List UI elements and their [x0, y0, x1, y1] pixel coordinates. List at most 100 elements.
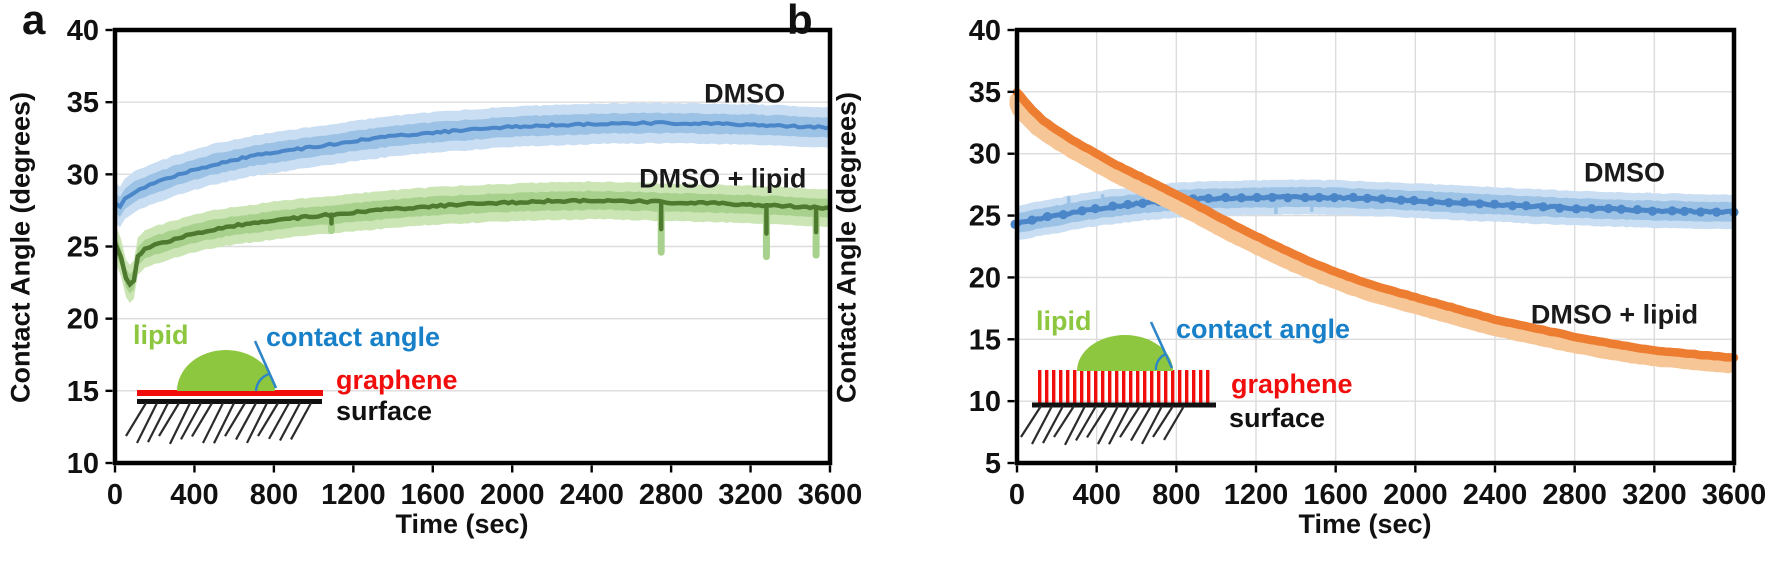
x-tick-label: 400 [1072, 479, 1120, 511]
graphene-pillar [1115, 370, 1119, 403]
series-marker [1314, 192, 1324, 203]
graphene-pillar [1150, 370, 1154, 403]
x-tick-label: 3600 [1702, 479, 1767, 511]
panel-a-letter: a [22, 0, 46, 43]
series-marker [1077, 206, 1087, 216]
graphene-pillar [1052, 370, 1056, 403]
contact-angle-arc [1154, 352, 1167, 371]
panel-b-letter: b [787, 0, 813, 43]
y-tick-label: 40 [67, 15, 99, 47]
series-marker [1538, 202, 1548, 212]
y-tick-label: 35 [969, 77, 1001, 109]
x-tick-label: 2800 [1542, 479, 1607, 511]
series-line-DMSO [1014, 193, 1737, 227]
graphene-pillar [1136, 370, 1140, 403]
hatch-line [169, 402, 191, 445]
x-tick-label: 1600 [401, 479, 466, 511]
series-marker [1058, 209, 1068, 220]
series-marker [1027, 215, 1037, 225]
hatch-line [1119, 405, 1141, 438]
inset-b-graphene-label: graphene [1231, 369, 1353, 399]
graphene-pillar [1192, 370, 1196, 403]
y-tick-label: 15 [67, 376, 99, 408]
series-band-inner-DMSO [115, 112, 830, 217]
series-marker [1409, 195, 1419, 206]
series-marker [1108, 201, 1118, 211]
inset-a-graphene-label: graphene [336, 365, 458, 395]
hatch-line [1031, 405, 1053, 445]
graphene-pillar [1066, 370, 1070, 403]
graphene-pillar [1171, 370, 1175, 403]
plot-frame [1014, 27, 1737, 466]
series-marker [1300, 192, 1310, 203]
plot-frame [112, 27, 833, 466]
series-line-DMSO + lipid [1012, 87, 1739, 362]
y-tick-label: 35 [67, 87, 99, 119]
hatch-line [202, 402, 224, 444]
x-tick-label: 1200 [1224, 479, 1289, 511]
hatch-line [1053, 405, 1075, 438]
series-marker [1236, 193, 1246, 203]
y-tick-label: 10 [67, 448, 99, 480]
y-tick-label: 25 [969, 201, 1001, 233]
series-marker [1571, 204, 1581, 214]
graphene-pillar [1178, 370, 1182, 403]
series-marker [1283, 193, 1293, 203]
hatch-line [147, 402, 169, 443]
hatch-line [213, 402, 235, 444]
graphene-pillar [1087, 370, 1091, 403]
hatch-line [290, 402, 312, 440]
series-marker [1267, 192, 1277, 203]
series-marker [1138, 198, 1148, 208]
series-marker [1696, 207, 1706, 217]
hatch-line [1042, 405, 1064, 444]
series-marker [1667, 206, 1677, 216]
x-tick-label: 2400 [1463, 479, 1528, 511]
hatch-line [1108, 405, 1130, 445]
x-tick-label: 800 [250, 479, 298, 511]
x-tick-label: 3200 [718, 479, 783, 511]
series-label-DMSO: DMSO [1584, 157, 1665, 187]
graphene-pillar [1122, 370, 1126, 403]
graphene-pillar [1045, 370, 1049, 403]
series-marker [1587, 203, 1597, 214]
hatch-line [191, 402, 213, 437]
hatch-line [1097, 405, 1119, 445]
graphene-pillar [1164, 370, 1168, 403]
x-tick-label: 400 [170, 479, 218, 511]
graphene-pillar [1094, 370, 1098, 403]
hatch-line [1020, 405, 1042, 438]
inset-a-lipid-label: lipid [133, 320, 189, 350]
graphene-pillar [1101, 370, 1105, 403]
hatch-line [1130, 405, 1152, 442]
graphene-pillar [1143, 370, 1147, 403]
series-label-DMSO + lipid: DMSO + lipid [639, 164, 806, 194]
hatch-line [279, 402, 301, 442]
y-tick-label: 25 [67, 232, 99, 264]
hatch-line [235, 402, 257, 441]
series-marker [1426, 197, 1436, 207]
inset-a-contact-angle-label: contact angle [266, 322, 441, 352]
x-tick-label: 2800 [639, 479, 704, 511]
series-marker [1555, 203, 1565, 213]
series-marker [1603, 203, 1614, 214]
x-tick-label: 2000 [1383, 479, 1448, 511]
x-tick-label: 2000 [480, 479, 545, 511]
panel-b-x-axis-title: Time (sec) [1298, 509, 1432, 539]
inset-b-contact-angle-label: contact angle [1176, 314, 1351, 344]
lipid-droplet [177, 350, 275, 391]
x-tick-label: 3200 [1622, 479, 1687, 511]
series-marker [1377, 194, 1387, 204]
hatch-line [136, 402, 158, 444]
hatch-line [158, 402, 180, 437]
series-line-DMSO + lipid [112, 197, 833, 288]
y-tick-label: 15 [969, 324, 1001, 356]
series-marker [1647, 206, 1658, 216]
panel-b-y-axis-title: Contact Angle (degrees) [831, 91, 862, 404]
panel-a-x-axis-title: Time (sec) [395, 509, 529, 539]
x-tick-label: 0 [1009, 479, 1025, 511]
x-tick-label: 0 [107, 479, 123, 511]
panel-a-y-axis-title: Contact Angle (degrees) [5, 91, 36, 404]
